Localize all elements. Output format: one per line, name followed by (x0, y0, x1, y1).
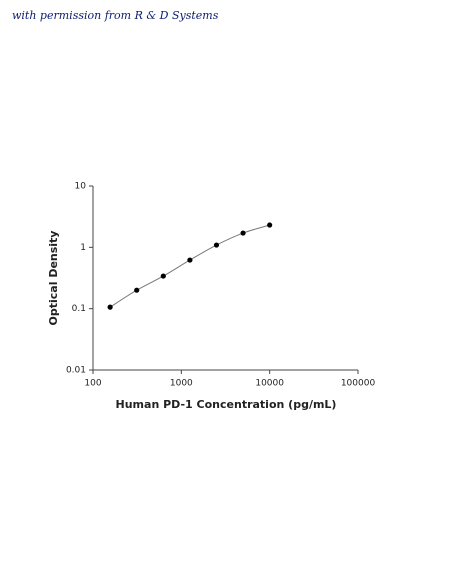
x-tick-label: 100 (84, 379, 101, 389)
x-tick-label: 10000 (255, 379, 284, 389)
point (134, 287, 140, 293)
point (187, 257, 193, 263)
point (160, 273, 166, 279)
fit-curve (109, 224, 270, 308)
annotation: with permission from R & D Systems (12, 9, 219, 22)
x-tick-label: 1000 (170, 379, 193, 389)
point (107, 304, 113, 310)
point (213, 242, 220, 248)
y-tick-label: 10 (75, 182, 87, 192)
x-tick-label: 100000 (341, 379, 376, 389)
y-axis-label: Optical Density (47, 231, 60, 326)
y-tick-label: 1 (80, 243, 86, 253)
y-tick-label: 0.1 (72, 304, 86, 314)
x-axis-label: Human PD-1 Concentration (pg/mL) (116, 398, 337, 411)
point (240, 230, 246, 236)
point (267, 222, 273, 228)
y-tick-label: 0.01 (66, 366, 86, 376)
